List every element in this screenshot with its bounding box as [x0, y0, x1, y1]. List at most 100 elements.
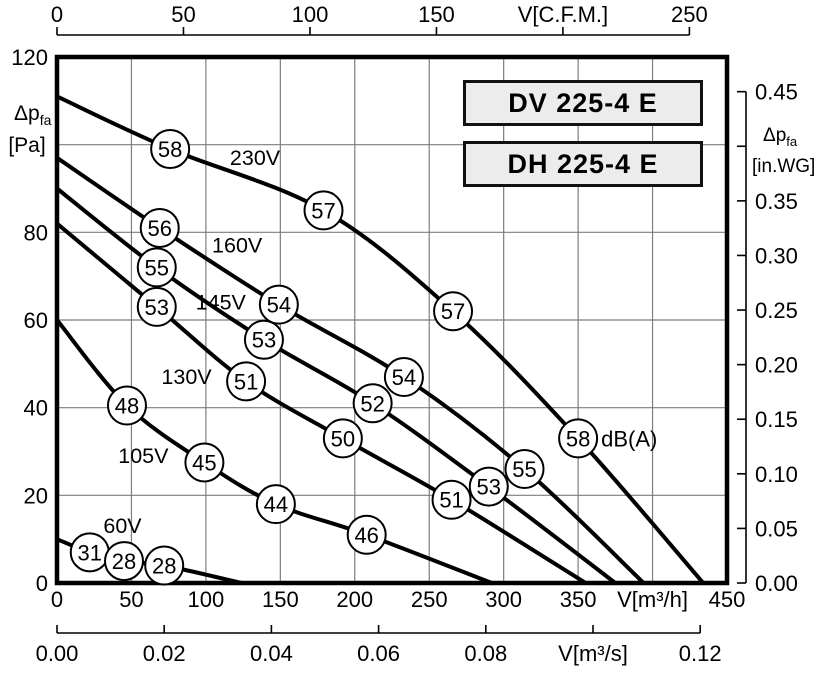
tick-label-inwg: 0.20: [755, 353, 798, 378]
db-marker-circle: [352, 383, 393, 424]
voltage-label-60V: 60V: [103, 514, 142, 538]
tick-label-m3s: V[m³/s]: [558, 641, 628, 666]
db-marker-circle: [139, 207, 180, 248]
db-marker-circle: [136, 247, 177, 288]
tick-label-inwg: 0.25: [755, 298, 798, 323]
model-label-dh: DH 225-4 E: [463, 141, 703, 187]
tick-label-inwg: 0.35: [755, 189, 798, 214]
tick-label-cfm: V[C.F.M.]: [518, 2, 608, 27]
db-marker-circle: [468, 466, 509, 507]
axis-top-cfm: 0 50 100 150 V[C.F.M.] 250: [51, 2, 708, 36]
db-marker-value: 53: [145, 295, 169, 320]
voltage-label-160V: 160V: [212, 233, 263, 257]
db-marker-circle: [106, 385, 147, 426]
db-marker: 54: [383, 356, 424, 397]
tick-label-m3s: 0.06: [357, 641, 400, 666]
db-marker: 58: [150, 129, 191, 170]
tick-label-m3s: 0.02: [143, 641, 186, 666]
tick-label-cfm: 0: [51, 2, 63, 27]
db-marker-value: 44: [264, 492, 288, 517]
db-marker-value: 52: [360, 391, 384, 416]
voltage-labels: 230V 160V 145V 130V 105V 60V: [103, 146, 280, 538]
tick-label-cfm: 250: [671, 2, 708, 27]
db-marker-circle: [303, 190, 344, 231]
tick-label-m3h: 200: [336, 587, 373, 612]
db-unit-label: dB(A): [601, 426, 657, 451]
db-marker-value: 56: [147, 216, 171, 241]
db-marker: 45: [184, 442, 225, 483]
db-marker-value: 50: [331, 426, 355, 451]
db-marker-value: 58: [566, 426, 590, 451]
tick-label-m3s: 0.08: [464, 641, 507, 666]
db-marker: 52: [352, 383, 393, 424]
axis-bottom-m3h: 0 50 100 150 200 250 300 350 V[m³/h] 450: [51, 587, 745, 612]
axis-left-pa: 120 80 60 40 20 0 Δpfa [Pa]: [8, 45, 51, 596]
db-marker: 55: [504, 449, 545, 490]
tick-label-inwg: 0.05: [755, 516, 798, 541]
db-marker-circle: [431, 479, 472, 520]
db-marker-value: 58: [158, 137, 182, 162]
db-marker-value: 28: [152, 553, 176, 578]
tick-label-m3h: 150: [262, 587, 299, 612]
voltage-label-145V: 145V: [196, 290, 247, 314]
db-marker-value: 45: [192, 450, 216, 475]
db-marker: 46: [346, 514, 387, 555]
db-marker-circle: [504, 449, 545, 490]
db-marker: 48: [106, 385, 147, 426]
tick-label-m3s: 0.04: [250, 641, 293, 666]
db-marker-circle: [136, 286, 177, 327]
db-marker-value: 51: [234, 369, 258, 394]
tick-label-pa: 80: [24, 220, 48, 245]
db-marker-circle: [243, 319, 284, 360]
tick-label-pa: 120: [11, 45, 48, 70]
tick-label-m3h: 300: [485, 587, 522, 612]
db-marker-value: 55: [512, 457, 536, 482]
tick-label-cfm: 150: [418, 2, 455, 27]
db-marker-circle: [346, 514, 387, 555]
db-marker: 53: [243, 319, 284, 360]
voltage-label-130V: 130V: [161, 365, 212, 389]
db-marker-value: 54: [392, 365, 416, 390]
db-marker-value: 53: [252, 328, 276, 353]
model-label-dv: DV 225-4 E: [463, 80, 703, 126]
db-marker-circle: [255, 484, 296, 525]
db-marker-circle: [258, 284, 299, 325]
db-marker: 50: [322, 418, 363, 459]
db-marker-value: 28: [112, 549, 136, 574]
db-marker: 44: [255, 484, 296, 525]
db-marker-circle: [150, 129, 191, 170]
tick-label-cfm: 100: [292, 2, 329, 27]
tick-label-m3h: 250: [411, 587, 448, 612]
db-markers: 58 57 57 58 dB(A) 56 54 54 55 55 53 52 53 53 51 50 51 48 4…: [69, 129, 657, 586]
db-marker-value: 54: [267, 293, 291, 318]
db-marker-value: 57: [441, 299, 465, 324]
db-marker: 51: [226, 361, 267, 402]
tick-label-inwg: 0.30: [755, 243, 798, 268]
tick-label-pa: 20: [24, 483, 48, 508]
axis-right-inwg: 0.45 0.35 0.30 0.25 0.20 0.15 0.10 0.05 0.00 Δpfa…: [737, 80, 815, 596]
voltage-label-105V: 105V: [118, 444, 169, 468]
left-axis-quantity-label: Δpfa: [14, 102, 52, 128]
db-marker: 57: [303, 190, 344, 231]
db-marker: 28: [144, 545, 185, 586]
tick-label-pa: 60: [24, 308, 48, 333]
tick-label-inwg: 0.10: [755, 462, 798, 487]
axis-bottom-m3s: 0.00 0.02 0.04 0.06 0.08 V[m³/s] 0.12: [36, 625, 722, 666]
db-marker-circle: [433, 291, 474, 332]
right-axis-quantity-label: Δpfa: [763, 125, 798, 149]
db-marker: 28: [104, 541, 144, 582]
db-marker-circle: [184, 442, 225, 483]
db-marker-value: 57: [311, 198, 335, 223]
db-marker-value: 48: [115, 393, 139, 418]
tick-label-m3h: 100: [188, 587, 225, 612]
tick-label-inwg: 0.15: [755, 407, 798, 432]
db-marker: 51: [431, 479, 472, 520]
tick-label-inwg: 0.45: [755, 80, 798, 105]
tick-label-m3h: 350: [560, 587, 597, 612]
tick-label-m3h: 0: [51, 587, 63, 612]
db-marker-value: 46: [354, 523, 378, 548]
db-marker: 31: [69, 532, 110, 573]
right-axis-unit-label: [in.WG]: [752, 156, 815, 177]
db-marker: 56: [139, 207, 180, 248]
